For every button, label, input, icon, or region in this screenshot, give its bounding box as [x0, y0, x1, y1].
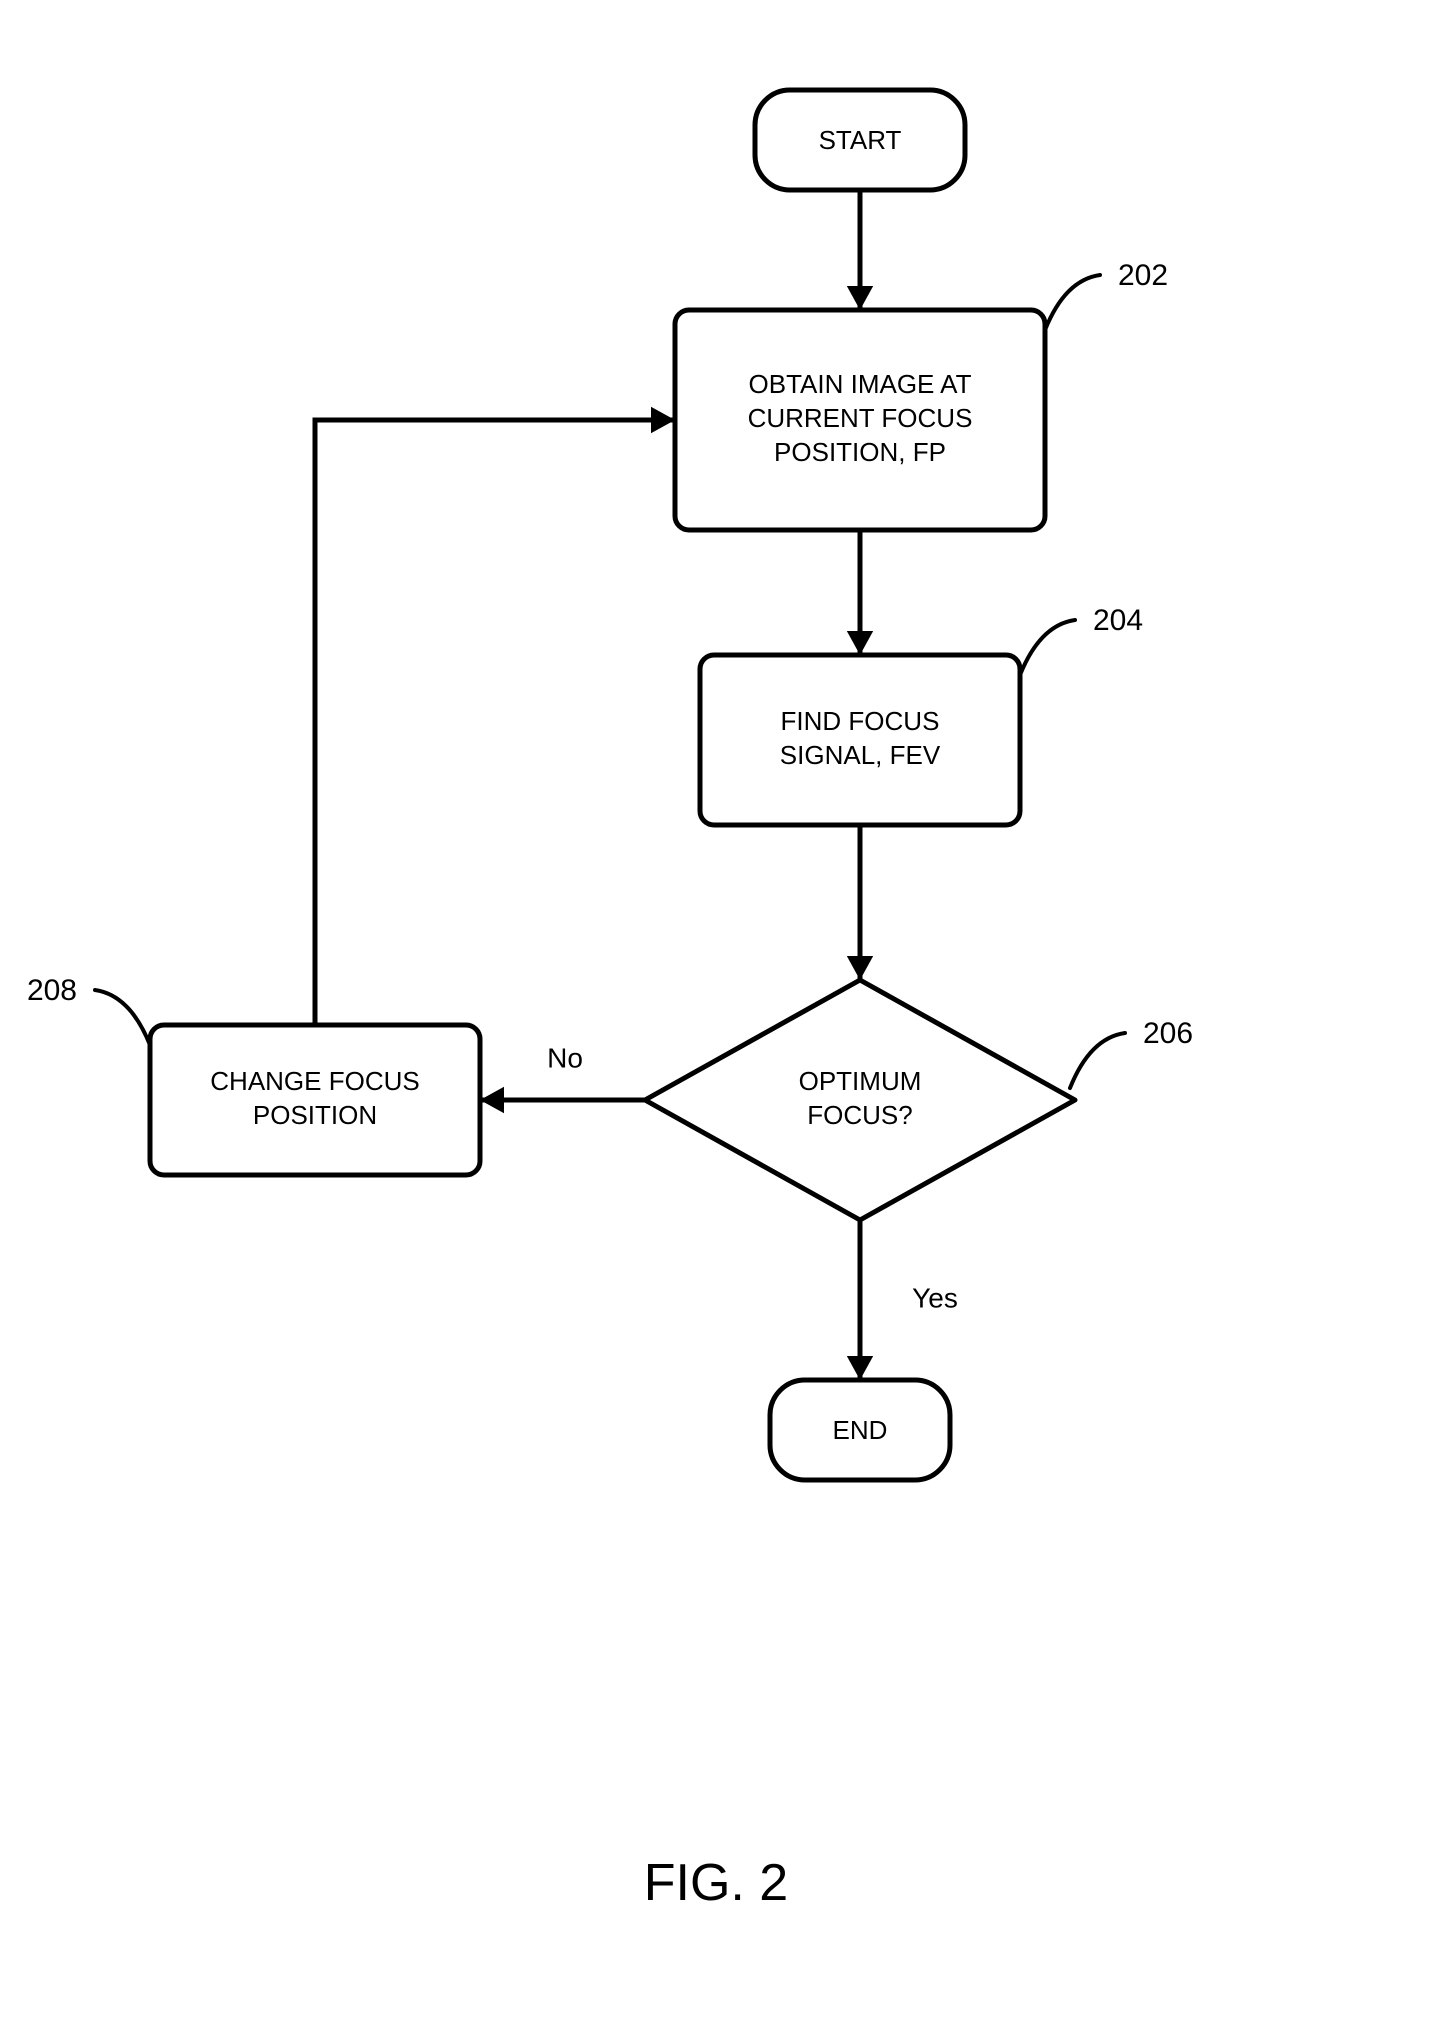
svg-text:FOCUS?: FOCUS?: [807, 1100, 912, 1130]
svg-text:CHANGE FOCUS: CHANGE FOCUS: [210, 1066, 419, 1096]
svg-text:POSITION, FP: POSITION, FP: [774, 437, 946, 467]
edge-label: Yes: [912, 1282, 958, 1313]
svg-text:SIGNAL, FEV: SIGNAL, FEV: [780, 740, 941, 770]
figure-caption: FIG. 2: [644, 1854, 788, 1912]
node-start: START: [755, 90, 965, 190]
node-end: END: [770, 1380, 950, 1480]
svg-text:END: END: [833, 1415, 888, 1445]
svg-text:CURRENT FOCUS: CURRENT FOCUS: [748, 403, 973, 433]
svg-text:202: 202: [1118, 259, 1168, 292]
edge-label: No: [547, 1042, 583, 1073]
node-n208: CHANGE FOCUS POSITION: [150, 1025, 480, 1175]
svg-text:OPTIMUM: OPTIMUM: [799, 1066, 922, 1096]
svg-text:POSITION: POSITION: [253, 1100, 377, 1130]
svg-text:OBTAIN IMAGE AT: OBTAIN IMAGE AT: [749, 369, 972, 399]
node-n206: OPTIMUM FOCUS?: [645, 980, 1075, 1220]
svg-text:FIND FOCUS: FIND FOCUS: [781, 706, 940, 736]
svg-text:START: START: [819, 125, 902, 155]
svg-text:208: 208: [27, 974, 77, 1007]
node-n204: FIND FOCUS SIGNAL, FEV: [700, 655, 1020, 825]
svg-text:206: 206: [1143, 1017, 1193, 1050]
node-n202: OBTAIN IMAGE AT CURRENT FOCUS POSITION, FP: [675, 310, 1045, 530]
svg-text:204: 204: [1093, 604, 1143, 637]
